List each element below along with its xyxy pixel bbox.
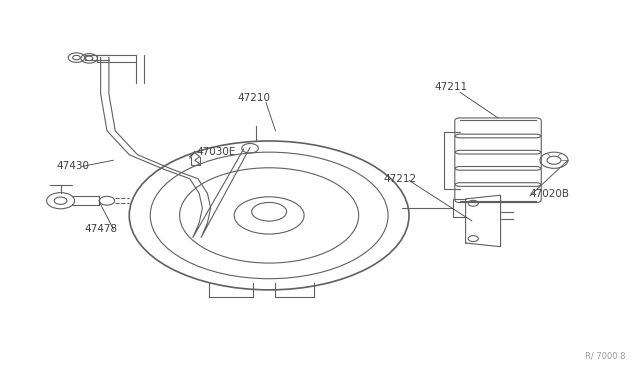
Text: 47211: 47211 xyxy=(435,82,468,92)
Text: 47430: 47430 xyxy=(56,161,89,171)
Text: 47478: 47478 xyxy=(84,224,118,234)
Text: 47210: 47210 xyxy=(237,93,270,103)
Text: 47030E: 47030E xyxy=(196,147,236,157)
Text: 47212: 47212 xyxy=(383,174,417,184)
Text: 47020B: 47020B xyxy=(530,189,570,199)
Text: R/ 7000 8: R/ 7000 8 xyxy=(585,352,625,361)
